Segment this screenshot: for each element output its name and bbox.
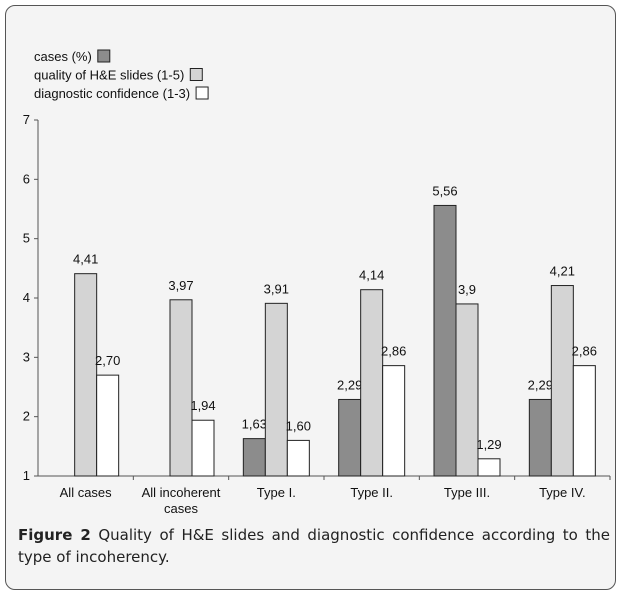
x-tick-label: Type II. [350,485,393,500]
bar [550,285,574,477]
bar [191,419,215,477]
x-tick-label: Type IV. [539,485,586,500]
value-label: 4,41 [73,252,98,267]
bar [96,374,120,477]
legend-swatch [195,86,209,100]
y-tick-label: 2 [23,409,30,424]
chart: cases (%) quality of H&E slides (1-5) diag… [23,49,611,483]
value-label: 2,86 [572,344,597,359]
y-tick-label: 7 [23,112,30,127]
y-tick-label: 4 [23,290,30,305]
value-label: 2,86 [381,344,406,359]
x-tick-label: Type I. [256,485,296,500]
bar [74,273,98,477]
value-label: 4,14 [359,268,384,283]
caption-label: Figure 2 [18,526,91,544]
bar [455,303,479,477]
value-label: 2,70 [95,353,120,368]
y-tick-label: 1 [23,468,30,483]
bar [286,439,310,477]
value-label: 3,97 [168,278,193,293]
value-label: 5,56 [432,183,457,198]
y-tick-label: 5 [23,231,30,246]
value-label: 3,91 [264,281,289,296]
bar [528,398,552,477]
legend-label: cases (%) [34,49,92,64]
bar [477,458,501,477]
value-label: 4,21 [550,264,575,279]
bar [572,365,596,477]
legend-swatch [189,68,203,81]
bar [242,438,266,477]
legend-label: diagnostic confidence (1-3) [34,86,190,101]
caption: Figure 2 Quality of H&E slides and diagn… [18,524,610,568]
value-label: 1,94 [190,398,215,413]
bar [433,204,457,477]
bar [338,398,362,477]
bar [169,299,193,477]
bar [264,302,288,477]
value-label: 1,63 [242,417,267,432]
y-tick-label: 6 [23,171,30,186]
value-label: 1,29 [476,437,501,452]
x-tick-label: Type III. [443,485,491,500]
value-label: 2,29 [528,377,553,392]
legend-swatch [97,49,111,63]
y-tick-label: 3 [23,349,30,364]
x-tick-label: All cases [59,485,112,500]
value-label: 1,60 [286,418,311,433]
bar [382,365,406,477]
value-label: 2,29 [337,377,362,392]
figure-frame [5,5,616,590]
bar [360,289,384,477]
legend-label: quality of H&E slides (1-5) [34,68,184,83]
x-tick-label: All incoherent cases [141,485,221,516]
caption-text: Quality of H&E slides and diagnostic con… [18,526,610,566]
value-label: 3,9 [458,282,476,297]
